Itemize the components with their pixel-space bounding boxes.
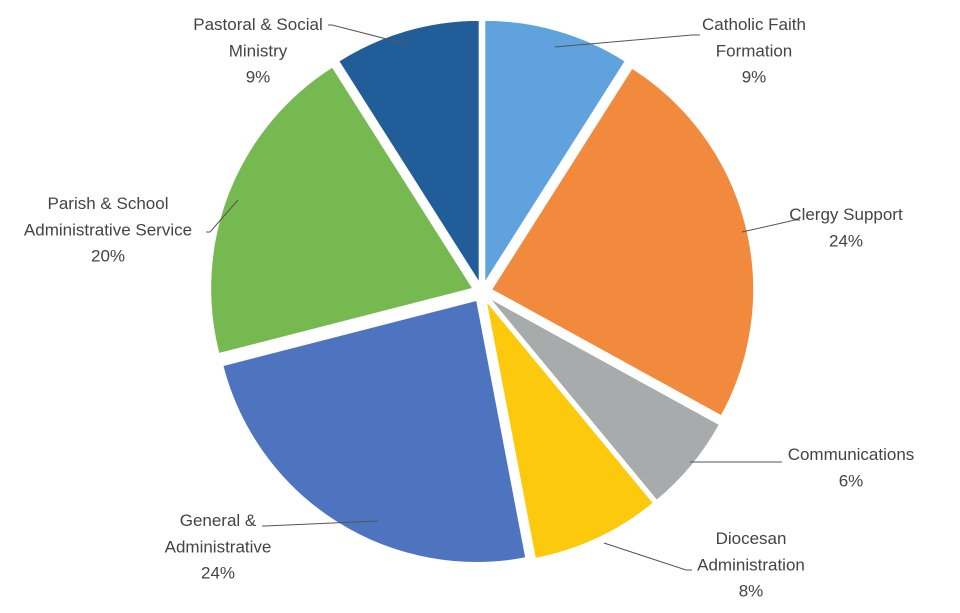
slice-label-diocesan-administration: Diocesan Administration 8% <box>697 529 805 601</box>
slice-label-communications: Communications 6% <box>788 445 915 490</box>
slice-percent: 24% <box>201 564 235 583</box>
leader-line-diocesan-administration <box>603 542 692 571</box>
pie-slice-clergy-support <box>490 67 755 417</box>
slice-label-line: General & <box>180 511 257 530</box>
leader-line-catholic-faith-formation <box>554 34 700 48</box>
slice-labels: Catholic Faith Formation 9% Clergy Support 2… <box>24 15 914 601</box>
slice-label-line: Clergy Support <box>789 205 903 224</box>
slice-label-catholic-faith-formation: Catholic Faith Formation 9% <box>702 15 806 87</box>
pie-slice-parish-and-school-administrative-service <box>210 66 474 355</box>
pie-slice-communications <box>489 297 720 501</box>
slice-label-line: Diocesan <box>716 529 787 548</box>
leader-line-parish-and-school-administrative-service <box>206 199 239 233</box>
pie-slice-diocesan-administration <box>485 300 654 559</box>
slice-label-line: Administration <box>697 555 805 574</box>
slice-label-line: Pastoral & Social <box>193 15 322 34</box>
slice-percent: 8% <box>739 582 764 601</box>
slice-label-line: Ministry <box>229 41 288 60</box>
slice-percent: 24% <box>829 231 863 250</box>
slice-percent: 9% <box>742 68 767 87</box>
leader-lines <box>206 24 800 571</box>
slice-label-parish-and-school-administrative-service: Parish & School Administrative Service 20% <box>24 194 192 266</box>
slice-percent: 6% <box>839 471 864 490</box>
slice-label-line: Formation <box>716 41 793 60</box>
pie-slices <box>210 19 755 563</box>
leader-line-clergy-support <box>741 219 800 233</box>
slice-label-line: Communications <box>788 445 915 464</box>
leader-line-general-and-administrative <box>262 520 379 527</box>
slice-label-clergy-support: Clergy Support 24% <box>789 205 903 250</box>
slice-percent: 9% <box>246 68 271 87</box>
slice-label-line: Administrative Service <box>24 220 192 239</box>
pie-slice-general-and-administrative <box>222 299 527 563</box>
pie-slice-catholic-faith-formation <box>484 19 626 285</box>
slice-label-line: Administrative <box>165 537 272 556</box>
slice-label-line: Parish & School <box>48 194 169 213</box>
slice-percent: 20% <box>91 247 125 266</box>
leader-line-pastoral-and-social-ministry <box>328 24 411 46</box>
pie-slice-pastoral-and-social-ministry <box>338 19 480 285</box>
slice-label-general-and-administrative: General & Administrative 24% <box>165 511 272 583</box>
slice-label-line: Catholic Faith <box>702 15 806 34</box>
slice-label-pastoral-and-social-ministry: Pastoral & Social Ministry 9% <box>193 15 322 87</box>
